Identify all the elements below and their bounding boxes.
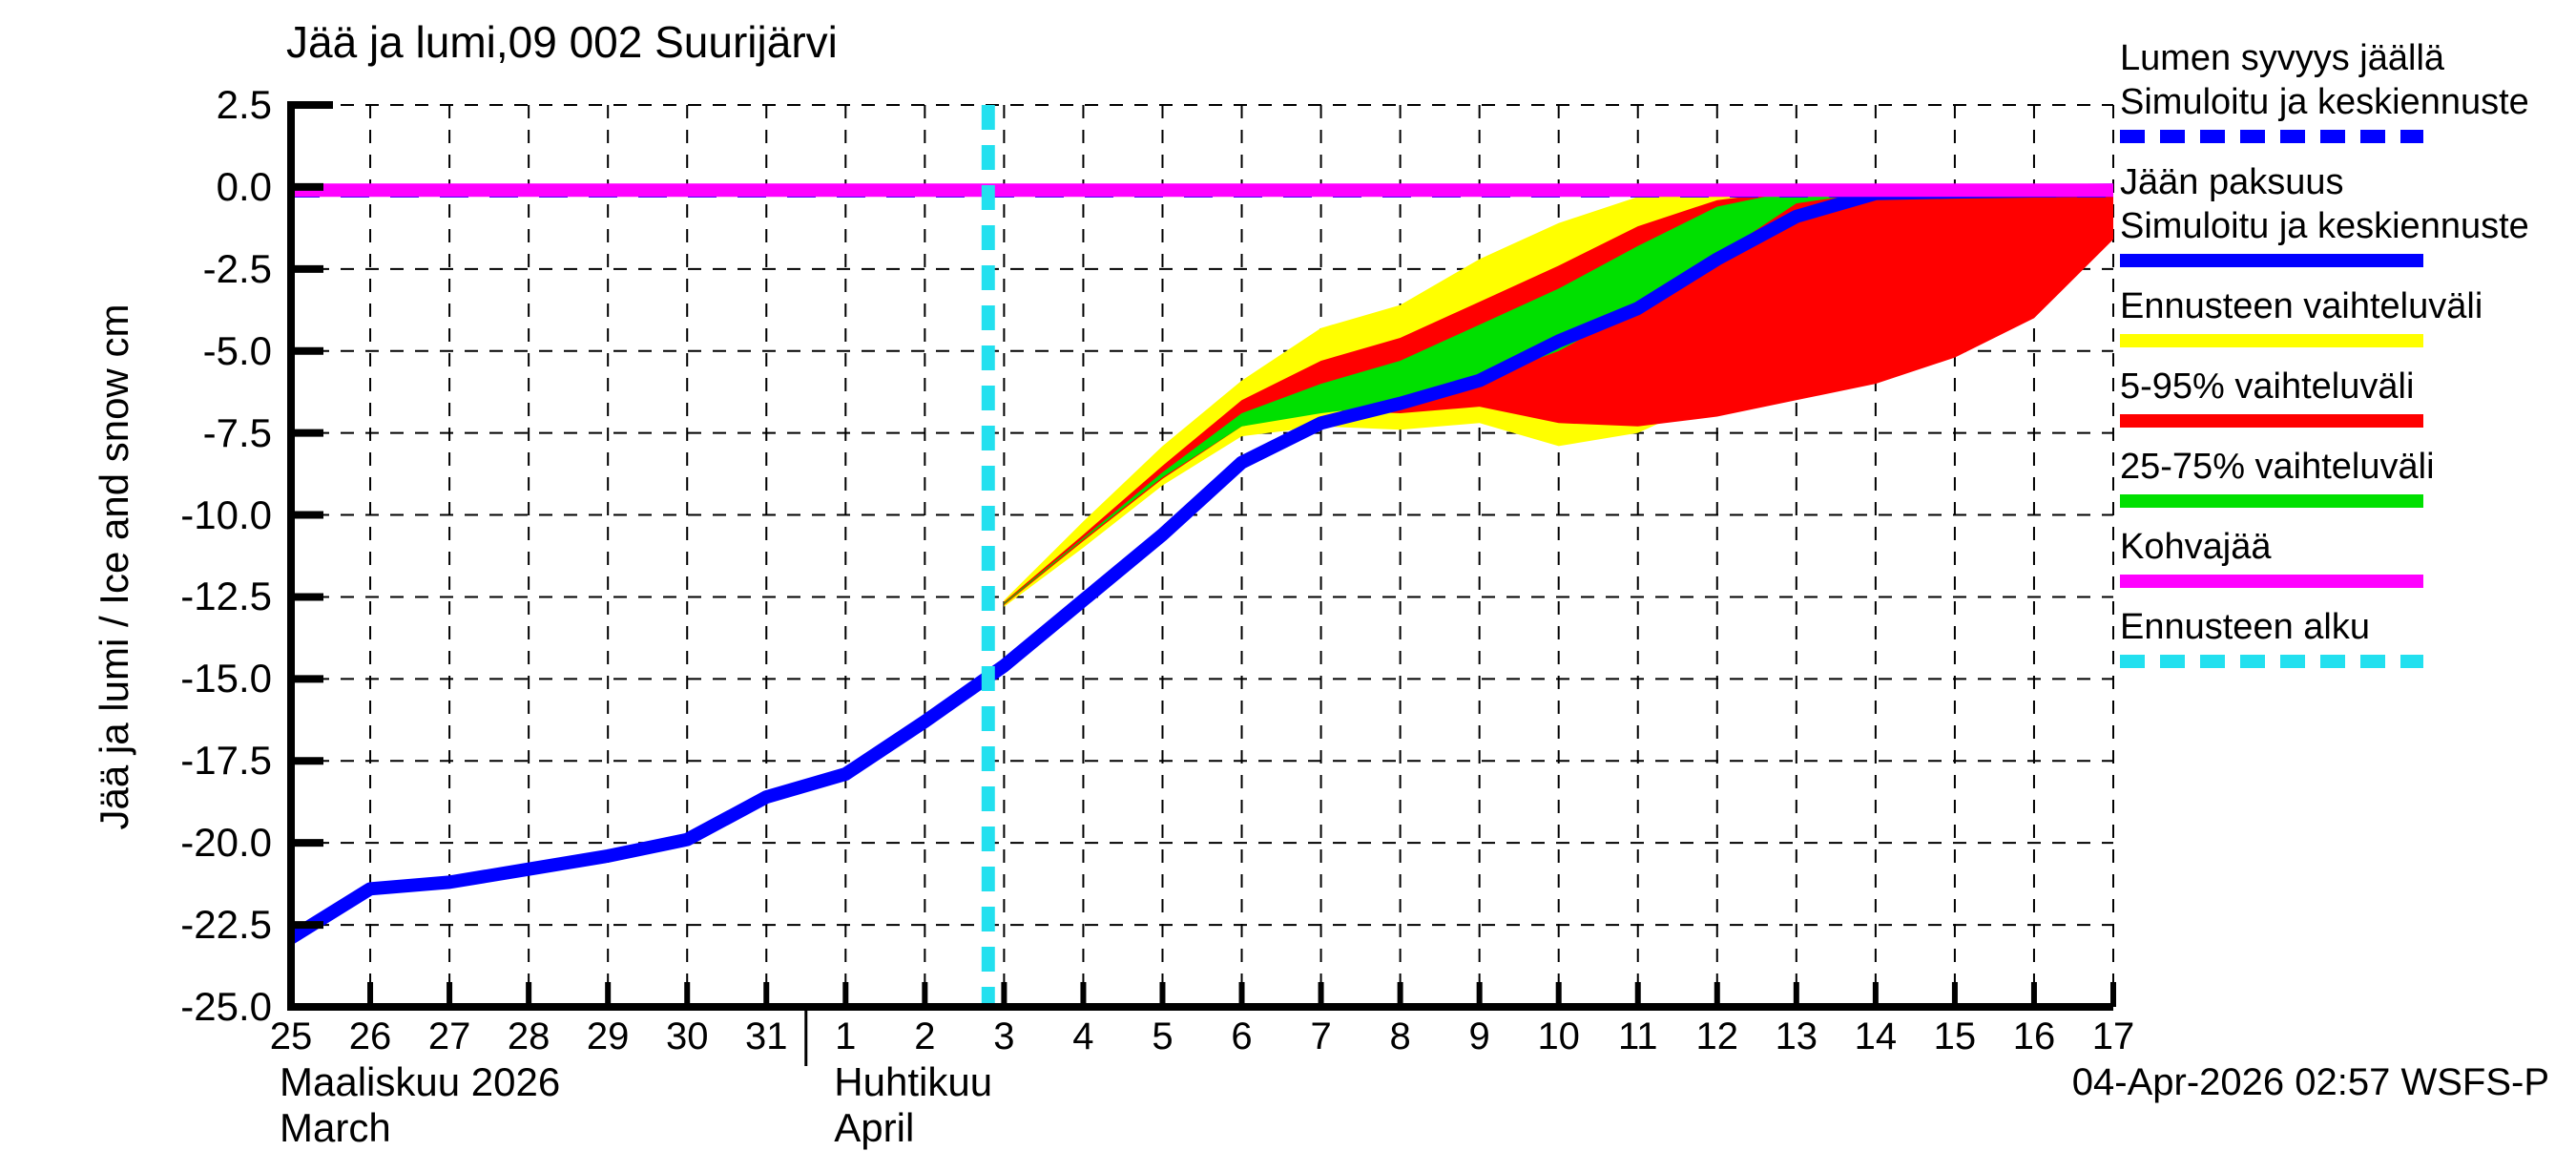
legend-item-label: 25-75% vaihteluväli <box>2120 447 2435 487</box>
month-label-en: March <box>280 1105 391 1150</box>
legend-swatch <box>2120 494 2423 508</box>
y-tick-label: -20.0 <box>180 820 272 866</box>
y-tick-label: -25.0 <box>180 984 272 1029</box>
chart-legend: Lumen syvyys jäällä Simuloitu ja keskienn… <box>2120 36 2576 685</box>
x-tick-label: 12 <box>1695 1015 1739 1057</box>
legend-item-ice-thickness[interactable]: Jään paksuus Simuloitu ja keskiennuste <box>2120 160 2576 267</box>
x-tick-label: 1 <box>835 1015 857 1057</box>
axis-frame <box>287 101 2113 1066</box>
x-tick-label: 11 <box>1617 1015 1658 1057</box>
month-label: Maaliskuu 2026 March <box>280 1059 560 1151</box>
uncertainty-bands <box>1004 183 2113 607</box>
legend-swatch <box>2120 254 2423 267</box>
x-tick-label: 4 <box>1072 1015 1094 1057</box>
band-ff0000 <box>1004 190 2113 606</box>
x-tick-label: 16 <box>2012 1015 2056 1057</box>
tick-marks <box>288 101 2116 1011</box>
x-tick-label: 3 <box>993 1015 1015 1057</box>
x-tick-label: 5 <box>1152 1015 1174 1057</box>
y-tick-label: -7.5 <box>202 409 272 455</box>
legend-swatch <box>2120 414 2423 428</box>
y-tick-label: -17.5 <box>180 738 272 784</box>
y-tick-label: -2.5 <box>202 245 272 291</box>
y-tick-label: 2.5 <box>216 82 272 127</box>
x-tick-label: 17 <box>2091 1015 2135 1057</box>
x-tick-label: 10 <box>1537 1015 1580 1057</box>
x-tick-label: 25 <box>269 1015 313 1057</box>
legend-item-sublabel: Simuloitu ja keskiennuste <box>2120 82 2529 122</box>
page-title: Jää ja lumi,09 002 Suurijärvi <box>286 17 838 67</box>
legend-item-sublabel: Simuloitu ja keskiennuste <box>2120 206 2529 246</box>
legend-swatch <box>2120 334 2423 347</box>
x-tick-label: 7 <box>1310 1015 1332 1057</box>
legend-item-forecast-range[interactable]: Ennusteen vaihteluväli <box>2120 284 2576 347</box>
legend-item-label: Ennusteen alku <box>2120 607 2370 647</box>
series-line <box>291 183 2113 944</box>
x-tick-label: 9 <box>1468 1015 1490 1057</box>
x-tick-label: 13 <box>1775 1015 1818 1057</box>
x-tick-label: 6 <box>1231 1015 1253 1057</box>
month-label-en: April <box>834 1105 915 1150</box>
month-label-fi: Maaliskuu 2026 <box>280 1059 561 1104</box>
y-tick-label: 0.0 <box>216 163 272 209</box>
x-tick-label: 29 <box>586 1015 630 1057</box>
x-tick-label: 8 <box>1389 1015 1411 1057</box>
legend-item-snow-depth-on-ice[interactable]: Lumen syvyys jäällä Simuloitu ja keskienn… <box>2120 36 2576 143</box>
x-tick-label: 15 <box>1933 1015 1977 1057</box>
x-tick-label: 28 <box>507 1015 551 1057</box>
timestamp-footer: 04-Apr-2026 02:57 WSFS-P <box>2071 1061 2549 1103</box>
legend-swatch <box>2120 575 2423 588</box>
x-tick-label: 30 <box>665 1015 709 1057</box>
y-tick-label: -15.0 <box>180 656 272 701</box>
x-tick-label: 2 <box>914 1015 936 1057</box>
legend-item-forecast-start[interactable]: Ennusteen alku <box>2120 605 2576 668</box>
legend-item-slush-ice[interactable]: Kohvajää <box>2120 525 2576 588</box>
y-tick-label: -22.5 <box>180 902 272 948</box>
legend-item-label: 5-95% vaihteluväli <box>2120 366 2415 407</box>
y-tick-label: -12.5 <box>180 574 272 619</box>
legend-item-label: Jään paksuus <box>2120 162 2344 202</box>
y-tick-label: -5.0 <box>202 327 272 373</box>
month-label: Huhtikuu April <box>834 1059 992 1151</box>
legend-item-range-5-95[interactable]: 5-95% vaihteluväli <box>2120 365 2576 428</box>
x-tick-label: 31 <box>745 1015 788 1057</box>
legend-swatch <box>2120 655 2423 668</box>
y-tick-label: -10.0 <box>180 492 272 537</box>
y-tick-labels: 2.5 0.0 -2.5 -5.0 -7.5 -10.0 -12.5 -15.0 -17.5 -2… <box>81 0 272 1145</box>
month-label-fi: Huhtikuu <box>834 1059 993 1104</box>
legend-swatch <box>2120 130 2423 143</box>
x-tick-label: 14 <box>1854 1015 1898 1057</box>
x-tick-label: 27 <box>427 1015 471 1057</box>
legend-item-range-25-75[interactable]: 25-75% vaihteluväli <box>2120 445 2576 508</box>
legend-item-label: Ennusteen vaihteluväli <box>2120 286 2483 326</box>
legend-item-label: Kohvajää <box>2120 527 2272 567</box>
series-lines <box>291 183 2113 944</box>
legend-item-label: Lumen syvyys jäällä <box>2120 38 2445 78</box>
x-tick-label: 26 <box>348 1015 392 1057</box>
